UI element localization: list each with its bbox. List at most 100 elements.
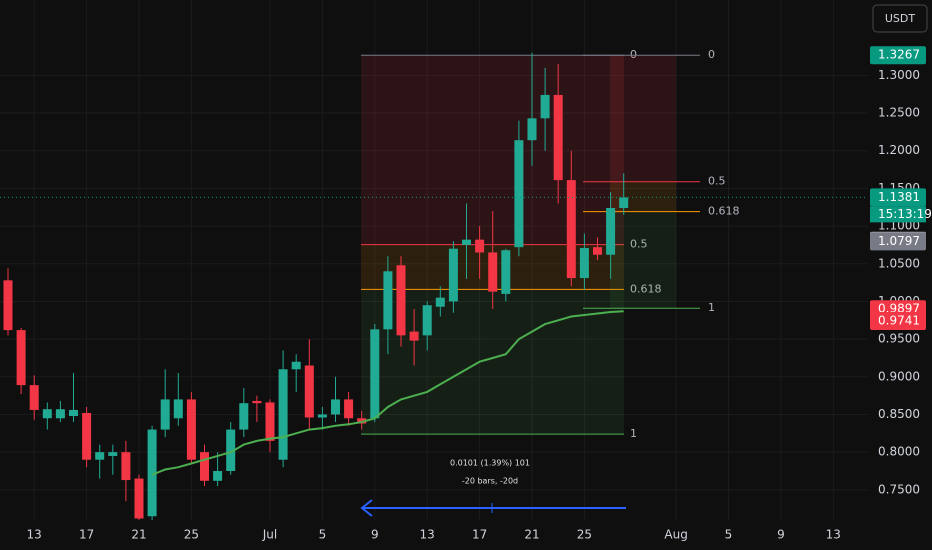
price-tag-label: 1.0797 [878,234,920,248]
button-label[interactable]: USDT [885,12,916,25]
candle-body [475,239,485,253]
price-tag-label: 1.1381 [878,190,920,204]
candle-body [344,399,354,419]
candle-body [55,409,65,419]
measure-arrowhead [360,499,373,517]
candle-body [278,369,288,460]
candle-body [553,94,563,181]
candle-body [501,250,511,294]
candle-body [566,180,576,279]
x-tick-label: 9 [371,528,379,542]
x-tick-label: 21 [131,528,146,542]
x-tick-label: Aug [664,528,687,542]
x-tick-label: 13 [27,528,42,542]
fib-zone [610,55,676,182]
fib-level-label: 0.5 [630,238,648,251]
candle-body [42,409,52,419]
candle-body [488,252,498,292]
candle-body [173,399,183,419]
moving-average [151,310,624,476]
fib-level-label: 0 [708,48,715,61]
candle-body [331,399,340,415]
candle-body [160,399,170,430]
y-tick-label: 0.7500 [878,482,920,496]
candle-body [95,452,105,460]
fib-level-label: 1 [708,301,715,314]
candle-body [370,329,380,419]
candle-body [357,418,367,424]
x-tick-label: 13 [420,528,435,542]
candle-body [409,331,419,341]
candle-body [213,471,223,481]
countdown-label: 15:13:19 [878,207,932,221]
candle-body [514,140,524,248]
price-axis-bg [868,0,932,550]
candle-body [121,452,131,481]
fib-level-label: 0.618 [708,205,740,218]
price-tag-label: 1.3267 [878,48,920,62]
measure-text: 0.0101 (1.39%) 101 [450,459,530,468]
candle-body [396,265,406,336]
candle-body [69,409,78,416]
candle-body [147,429,157,517]
candle-body [186,399,196,460]
candle-body [317,414,327,418]
x-tick-label: 13 [826,528,841,542]
candle-body [82,412,92,460]
candle-body [200,452,209,481]
y-tick-label: 0.9000 [878,369,920,383]
fib-zone [610,211,676,309]
candle-body [606,208,616,255]
candle-body [593,247,602,255]
tag-layer: 1.32671.08051.07970.98970.97411.138115:1… [870,46,932,330]
button-frame[interactable] [872,4,928,33]
candle-body [304,365,314,418]
time-axis-bg [0,520,868,550]
price-tag [870,232,926,251]
y-tick-label: 1.3000 [878,68,920,82]
candle-body [579,247,589,279]
fib-level-label: 0.618 [630,282,662,295]
candle-body [134,478,144,519]
y-tick-label: 1.2000 [878,143,920,157]
candle-body [540,94,550,119]
measure-bars: -20 bars, -20d [462,477,518,486]
candle-layer [0,52,868,520]
currency-button[interactable]: USDT [872,4,928,33]
x-tick-label: 17 [79,528,94,542]
x-tick-label: 21 [524,528,539,542]
candle-body [383,271,393,330]
candle-body [29,385,39,410]
x-tick-label: 17 [472,528,487,542]
x-tick-label: 5 [319,528,327,542]
candle-body [252,400,262,404]
y-tick-label: 0.8000 [878,445,920,459]
price-tag [870,311,926,330]
candle-body [291,361,301,370]
candle-body [527,118,537,141]
x-tick-label: 25 [184,528,199,542]
fib-level-label: 0.5 [708,175,726,188]
candle-body [619,197,629,208]
price-tag [870,188,926,207]
candle-body [422,305,432,336]
x-tick-label: 5 [725,528,733,542]
y-tick-label: 0.9500 [878,332,920,346]
candle-body [435,297,445,307]
price-tag-label: 0.9741 [878,313,920,327]
candle-body [462,239,471,245]
y-tick-label: 0.8500 [878,407,920,421]
candle-body [239,403,249,430]
countdown-tag [870,206,926,223]
price-tag [870,46,926,65]
x-tick-label: Jul [262,528,277,542]
y-tick-label: 1.0500 [878,256,920,270]
candle-body [3,280,13,331]
x-tick-label: 25 [577,528,592,542]
candle-body [226,429,236,472]
candle-body [108,452,118,456]
fib-level-label: 1 [630,427,637,440]
